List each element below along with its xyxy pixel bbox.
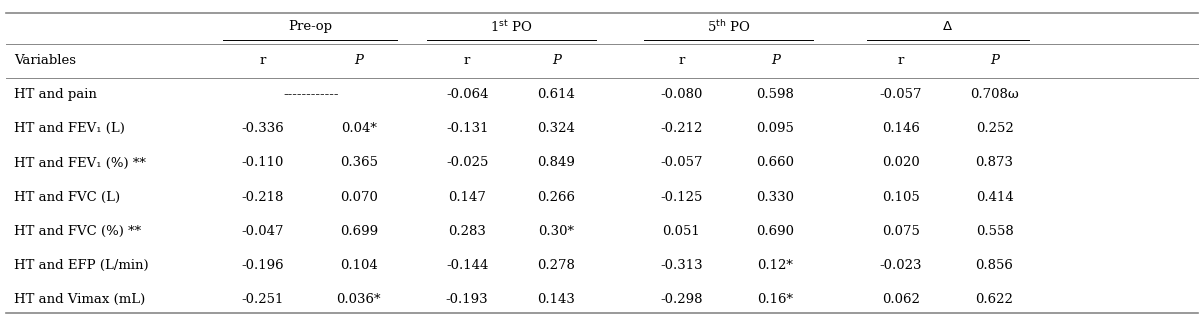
Text: 0.075: 0.075: [881, 225, 920, 238]
Text: 0.266: 0.266: [537, 191, 576, 203]
Text: ------------: ------------: [283, 88, 338, 101]
Text: 0.051: 0.051: [662, 225, 701, 238]
Text: -0.080: -0.080: [660, 88, 703, 101]
Text: 0.252: 0.252: [975, 123, 1014, 135]
Text: 0.105: 0.105: [881, 191, 920, 203]
Text: 0.365: 0.365: [340, 156, 378, 170]
Text: r: r: [259, 54, 266, 67]
Text: -0.057: -0.057: [879, 88, 922, 101]
Text: 0.020: 0.020: [881, 156, 920, 170]
Text: 0.614: 0.614: [537, 88, 576, 101]
Text: 0.143: 0.143: [537, 293, 576, 306]
Text: -0.064: -0.064: [445, 88, 489, 101]
Text: HT and FVC (L): HT and FVC (L): [14, 191, 120, 203]
Text: -0.131: -0.131: [445, 123, 489, 135]
Text: HT and FVC (%) **: HT and FVC (%) **: [14, 225, 142, 238]
Text: -0.298: -0.298: [660, 293, 703, 306]
Text: Variables: Variables: [14, 54, 76, 67]
Text: -0.144: -0.144: [445, 259, 489, 272]
Text: 0.708ω: 0.708ω: [970, 88, 1019, 101]
Text: 0.324: 0.324: [537, 123, 576, 135]
Text: 0.660: 0.660: [756, 156, 795, 170]
Text: 5$^{\mathrm{th}}$ PO: 5$^{\mathrm{th}}$ PO: [707, 19, 750, 35]
Text: -0.251: -0.251: [241, 293, 284, 306]
Text: -0.336: -0.336: [241, 123, 284, 135]
Text: r: r: [897, 54, 904, 67]
Text: 0.278: 0.278: [537, 259, 576, 272]
Text: -0.218: -0.218: [241, 191, 284, 203]
Text: 0.330: 0.330: [756, 191, 795, 203]
Text: 0.147: 0.147: [448, 191, 486, 203]
Text: HT and FEV₁ (L): HT and FEV₁ (L): [14, 123, 125, 135]
Text: 0.856: 0.856: [975, 259, 1014, 272]
Text: 0.283: 0.283: [448, 225, 486, 238]
Text: P: P: [771, 54, 780, 67]
Text: -0.023: -0.023: [879, 259, 922, 272]
Text: 0.414: 0.414: [975, 191, 1014, 203]
Text: HT and FEV₁ (%) **: HT and FEV₁ (%) **: [14, 156, 147, 170]
Text: Pre-op: Pre-op: [289, 20, 332, 33]
Text: 0.558: 0.558: [975, 225, 1014, 238]
Text: 0.12*: 0.12*: [757, 259, 793, 272]
Text: 0.16*: 0.16*: [757, 293, 793, 306]
Text: 0.095: 0.095: [756, 123, 795, 135]
Text: HT and pain: HT and pain: [14, 88, 98, 101]
Text: -0.047: -0.047: [241, 225, 284, 238]
Text: 0.690: 0.690: [756, 225, 795, 238]
Text: P: P: [551, 54, 561, 67]
Text: 0.146: 0.146: [881, 123, 920, 135]
Text: HT and EFP (L/min): HT and EFP (L/min): [14, 259, 149, 272]
Text: 0.104: 0.104: [340, 259, 378, 272]
Text: $\Delta$: $\Delta$: [942, 20, 954, 33]
Text: -0.313: -0.313: [660, 259, 703, 272]
Text: 0.070: 0.070: [340, 191, 378, 203]
Text: r: r: [464, 54, 471, 67]
Text: 0.699: 0.699: [340, 225, 378, 238]
Text: -0.057: -0.057: [660, 156, 703, 170]
Text: 0.062: 0.062: [881, 293, 920, 306]
Text: -0.110: -0.110: [241, 156, 284, 170]
Text: P: P: [354, 54, 364, 67]
Text: -0.212: -0.212: [660, 123, 703, 135]
Text: r: r: [678, 54, 685, 67]
Text: -0.125: -0.125: [660, 191, 703, 203]
Text: P: P: [990, 54, 999, 67]
Text: -0.196: -0.196: [241, 259, 284, 272]
Text: -0.025: -0.025: [445, 156, 489, 170]
Text: 0.036*: 0.036*: [337, 293, 380, 306]
Text: 0.598: 0.598: [756, 88, 795, 101]
Text: 0.622: 0.622: [975, 293, 1014, 306]
Text: -0.193: -0.193: [445, 293, 489, 306]
Text: 0.873: 0.873: [975, 156, 1014, 170]
Text: HT and Vimax (mL): HT and Vimax (mL): [14, 293, 146, 306]
Text: 0.04*: 0.04*: [341, 123, 377, 135]
Text: 1$^{\mathrm{st}}$ PO: 1$^{\mathrm{st}}$ PO: [490, 19, 533, 35]
Text: 0.30*: 0.30*: [538, 225, 574, 238]
Text: 0.849: 0.849: [537, 156, 576, 170]
